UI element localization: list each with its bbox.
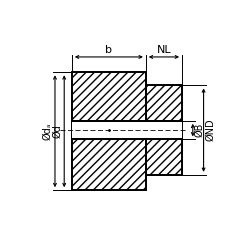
Text: ØND: ØND xyxy=(205,119,215,142)
Bar xyxy=(146,86,182,121)
Bar xyxy=(72,121,146,139)
Text: Ød: Ød xyxy=(53,124,63,138)
Text: b: b xyxy=(106,45,112,55)
Bar xyxy=(146,86,182,175)
Text: ØB: ØB xyxy=(194,123,204,137)
Bar xyxy=(72,139,146,190)
Text: NL: NL xyxy=(156,45,171,55)
Text: Ødₐ: Ødₐ xyxy=(42,122,52,140)
Bar xyxy=(72,72,146,121)
Bar xyxy=(146,139,182,175)
Bar xyxy=(72,72,146,190)
Bar xyxy=(146,121,182,139)
